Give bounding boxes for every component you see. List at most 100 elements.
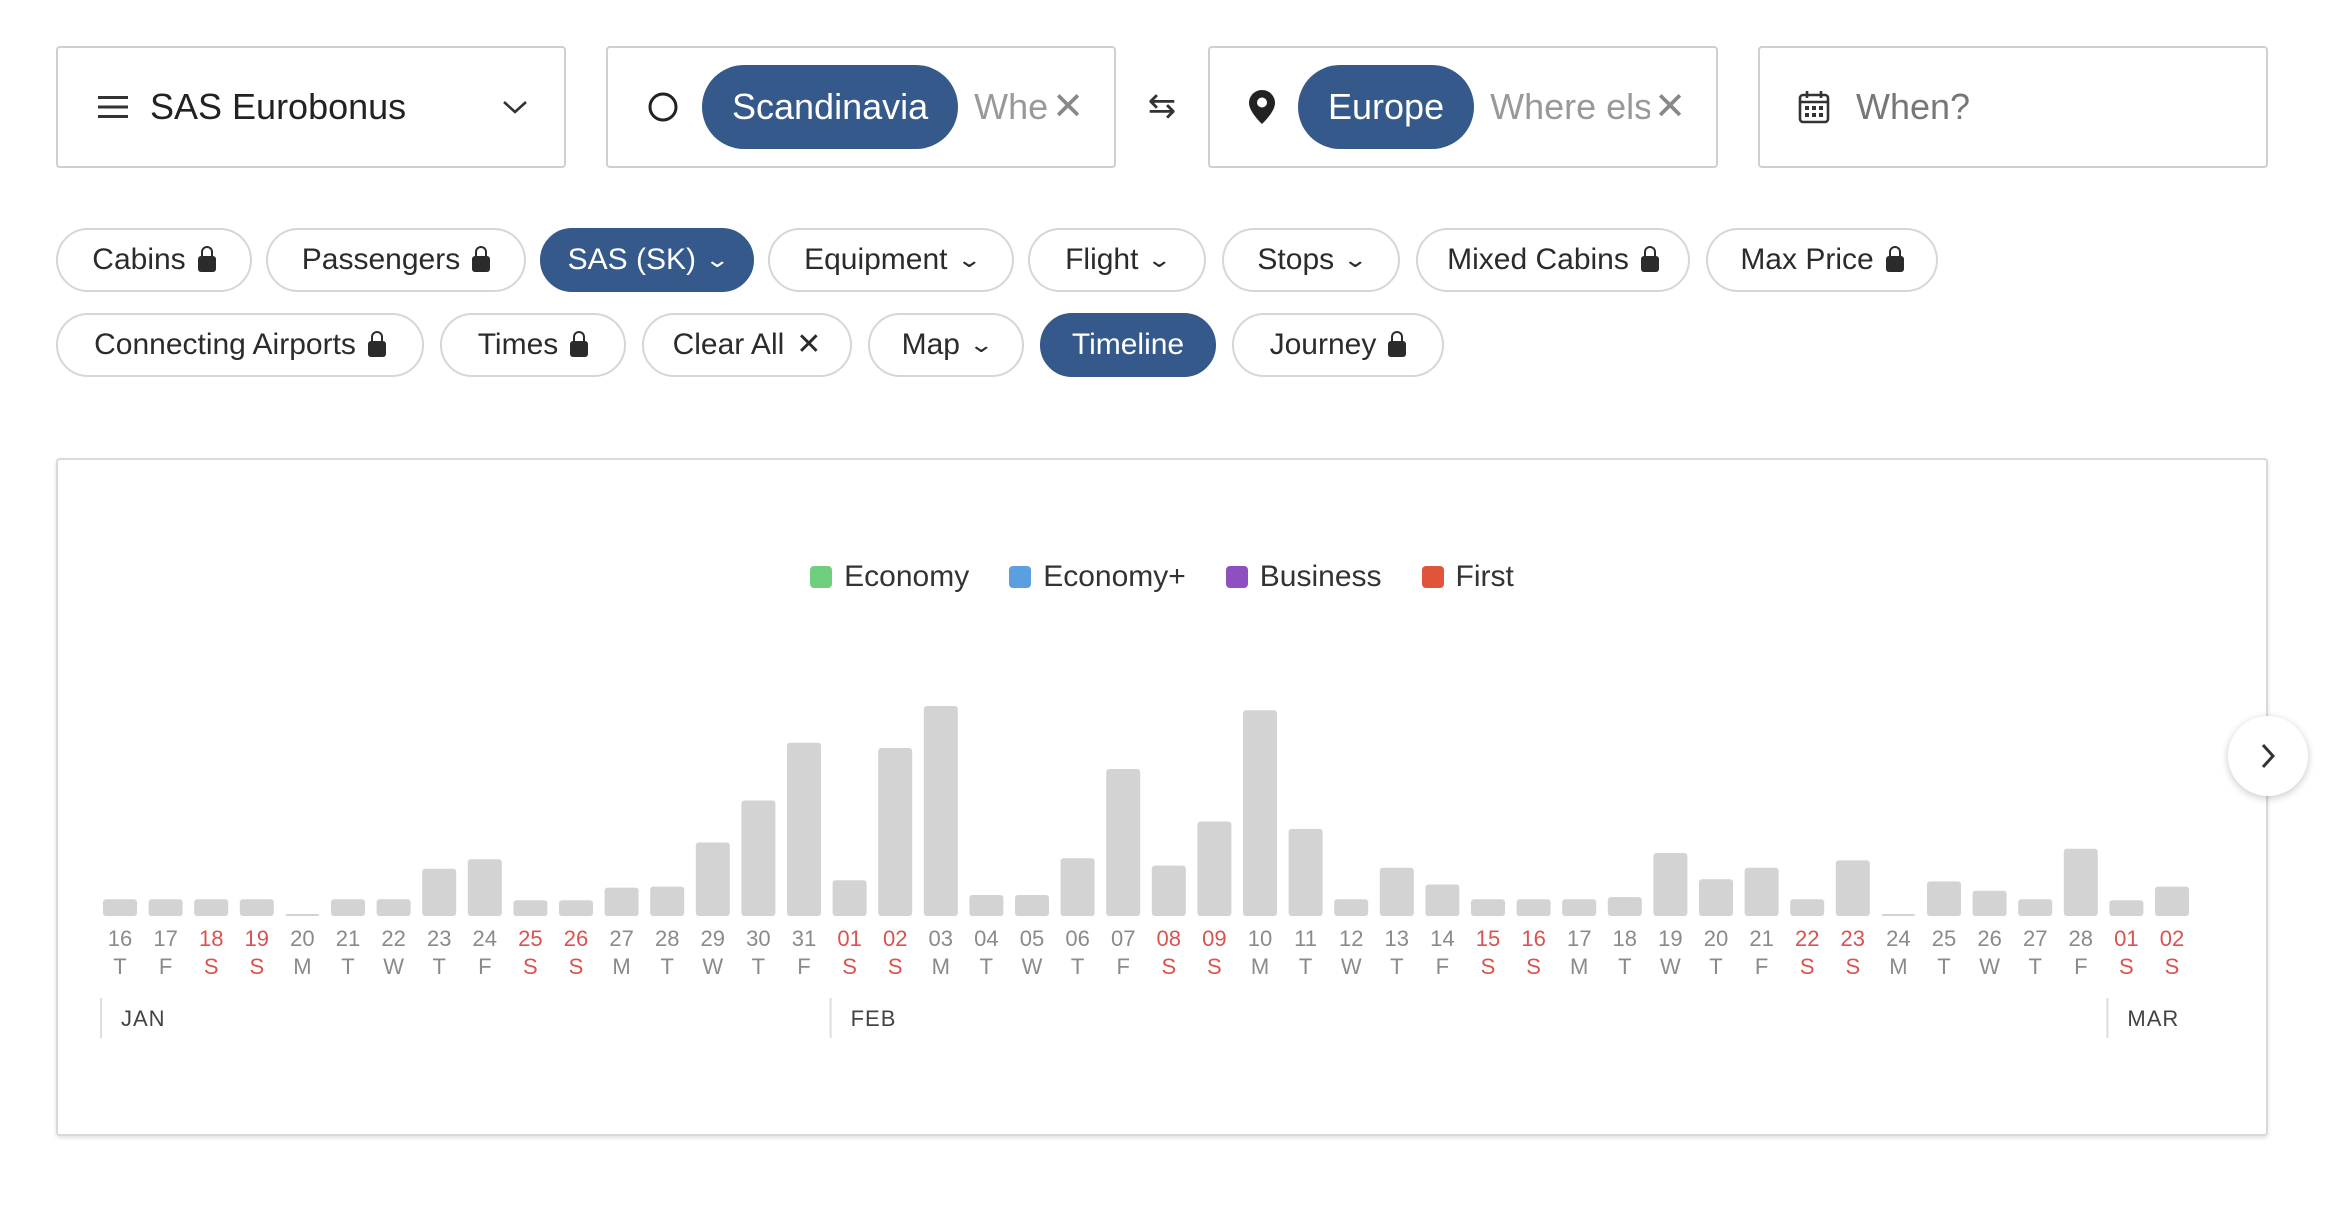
origin-input[interactable]: Where (974, 86, 1049, 127)
chart-bar[interactable] (878, 748, 913, 916)
chart-bar[interactable] (559, 900, 593, 916)
chart-bar[interactable] (923, 706, 958, 916)
chart-bar[interactable] (2155, 886, 2189, 916)
chart-bar[interactable] (1607, 897, 1642, 916)
tick-day-label: 24 (1886, 926, 1910, 951)
chart-bar[interactable] (2109, 900, 2144, 916)
tick-day-label: 17 (1567, 926, 1591, 951)
chart-bar[interactable] (1972, 890, 2007, 916)
chart-bar[interactable] (103, 899, 137, 916)
filter-connecting-airports[interactable]: Connecting Airports (56, 313, 424, 377)
chart-bar[interactable] (1516, 899, 1551, 916)
tick-day-label: 17 (153, 926, 177, 951)
chart-bar[interactable] (1288, 828, 1323, 916)
tick-weekday-label: S (1481, 954, 1496, 979)
legend-first[interactable]: First (1421, 560, 1514, 594)
chart-bar[interactable] (467, 859, 502, 916)
chart-bar[interactable] (1379, 867, 1414, 916)
filter-label: Journey (1269, 328, 1377, 361)
chart-bar[interactable] (1835, 860, 1870, 916)
view-timeline[interactable]: Timeline (1040, 313, 1216, 377)
origin-chip[interactable]: Scandinavia (702, 65, 959, 149)
filter-journey[interactable]: Journey (1232, 313, 1444, 377)
chart-bar[interactable] (1060, 858, 1095, 916)
chart-bar[interactable] (604, 887, 639, 916)
chart-bar[interactable] (285, 914, 320, 916)
filter-flight[interactable]: Flight ⌄ (1028, 228, 1206, 292)
filter-mixed-cabins[interactable]: Mixed Cabins (1416, 228, 1690, 292)
chart-bar[interactable] (695, 842, 730, 917)
next-page-button[interactable] (2228, 716, 2308, 796)
tick-day-label: 03 (929, 926, 953, 951)
chart-bar[interactable] (1151, 865, 1186, 916)
chart-bar[interactable] (1471, 899, 1505, 916)
legend-business[interactable]: Business (1225, 560, 1382, 594)
chart-bar[interactable] (239, 899, 274, 916)
chart-bar[interactable] (1653, 853, 1688, 916)
chart-bar[interactable] (969, 895, 1004, 916)
chart-bar[interactable] (1425, 884, 1460, 917)
tick-day-label: 20 (1704, 926, 1728, 951)
tick-day-label: 02 (883, 926, 907, 951)
tick-weekday-label: T (1071, 954, 1084, 979)
chart-bar[interactable] (1699, 879, 1733, 916)
swap-icon[interactable]: ⇆ (1147, 87, 1177, 125)
chart-bar[interactable] (787, 742, 821, 916)
chart-bar[interactable] (1243, 710, 1277, 916)
legend-economy-plus[interactable]: Economy+ (1009, 560, 1186, 594)
destination-chip[interactable]: Europe (1298, 65, 1475, 149)
filter-label: Times (477, 328, 559, 361)
lock-icon (1388, 331, 1407, 357)
chart-bar[interactable] (194, 899, 229, 916)
tick-weekday-label: W (383, 954, 404, 979)
filter-cabins[interactable]: Cabins (56, 228, 252, 292)
close-icon: ✕ (796, 328, 822, 361)
legend-economy[interactable]: Economy (810, 560, 969, 594)
filter-label: Map (901, 328, 960, 361)
chart-bar[interactable] (513, 900, 548, 916)
chart-bar[interactable] (331, 899, 365, 916)
tick-day-label: 23 (1841, 926, 1865, 951)
filter-airline[interactable]: SAS (SK) ⌄ (540, 228, 754, 292)
clear-destination-icon[interactable]: ✕ (1654, 86, 1686, 128)
chart-bar[interactable] (376, 899, 411, 916)
tick-weekday-label: W (1979, 954, 2000, 979)
destination-input[interactable]: Where else (1490, 86, 1651, 127)
chart-bar[interactable] (422, 868, 457, 916)
view-map[interactable]: Map ⌄ (868, 313, 1024, 377)
chart-bar[interactable] (148, 899, 183, 916)
chart-bar[interactable] (1790, 899, 1825, 916)
chevron-right-icon (2261, 743, 2276, 769)
chart-bar[interactable] (1106, 769, 1141, 916)
chart-bar[interactable] (832, 880, 867, 916)
date-field[interactable]: When? (1758, 46, 2268, 168)
chart-bar[interactable] (1881, 914, 1916, 916)
chart-bar[interactable] (1744, 867, 1779, 916)
chart-bar[interactable] (2018, 899, 2053, 916)
calendar-icon (1798, 91, 1830, 124)
origin-field[interactable]: Scandinavia Where ✕ (606, 46, 1116, 168)
tick-weekday-label: M (932, 954, 950, 979)
chart-bar[interactable] (1927, 881, 1961, 916)
chevron-down-icon: ⌄ (955, 247, 982, 272)
chart-bar[interactable] (741, 800, 776, 917)
chart-bar[interactable] (650, 886, 685, 916)
filter-stops[interactable]: Stops ⌄ (1222, 228, 1400, 292)
chart-bar[interactable] (1334, 899, 1369, 916)
clear-all-button[interactable]: Clear All ✕ (642, 313, 852, 377)
filter-times[interactable]: Times (440, 313, 626, 377)
chart-bar[interactable] (2063, 848, 2098, 916)
chart-bar[interactable] (1197, 821, 1232, 917)
program-select[interactable]: SAS Eurobonus (56, 46, 566, 168)
tick-day-label: 12 (1339, 926, 1363, 951)
chart-bar[interactable] (1562, 899, 1597, 916)
destination-field[interactable]: Europe Where else ✕ (1208, 46, 1718, 168)
chart-bar[interactable] (1015, 895, 1049, 916)
filter-passengers[interactable]: Passengers (266, 228, 526, 292)
tick-day-label: 06 (1065, 926, 1089, 951)
tick-weekday-label: F (797, 954, 810, 979)
clear-origin-icon[interactable]: ✕ (1052, 86, 1084, 128)
filter-equipment[interactable]: Equipment ⌄ (768, 228, 1014, 292)
filter-max-price[interactable]: Max Price (1706, 228, 1938, 292)
chevron-down-icon: ⌄ (704, 247, 731, 272)
